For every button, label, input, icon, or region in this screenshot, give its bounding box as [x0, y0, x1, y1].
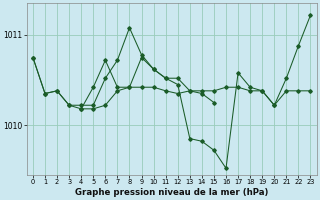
X-axis label: Graphe pression niveau de la mer (hPa): Graphe pression niveau de la mer (hPa)	[75, 188, 268, 197]
